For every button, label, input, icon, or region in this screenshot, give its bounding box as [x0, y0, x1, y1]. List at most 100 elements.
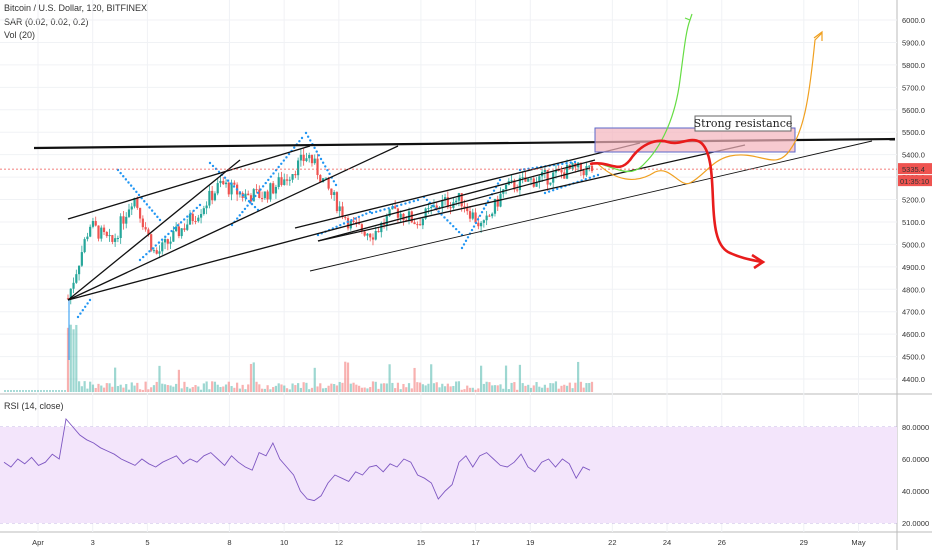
volume-bar [321, 388, 325, 392]
volume-bar [175, 383, 178, 392]
candle-body [305, 158, 308, 162]
volume-bar [432, 383, 436, 392]
candle-body [396, 208, 400, 218]
sar-dot [592, 175, 596, 178]
annotation-box [694, 115, 792, 132]
sar-dot [267, 178, 270, 182]
candle-body [524, 177, 527, 182]
candle-body [546, 170, 549, 185]
candle-body [338, 206, 341, 212]
sar-dot [129, 184, 133, 187]
volume-bar [571, 388, 574, 392]
candle-body [72, 282, 75, 289]
candle-body [488, 215, 491, 217]
candle-body [211, 190, 214, 201]
volume-bar [216, 384, 219, 392]
candle-body [482, 220, 485, 223]
sar-dot [498, 178, 502, 182]
sar-dot [243, 207, 247, 211]
volume-bar [338, 381, 341, 392]
sar-dot [183, 218, 186, 221]
volume-bar [385, 383, 388, 392]
volume-bar [127, 389, 131, 392]
price-tick-label: 5400.0 [902, 151, 925, 160]
candle-body [333, 192, 336, 195]
candle-body [513, 180, 516, 190]
volume-bar [419, 382, 422, 392]
candle-body [122, 216, 125, 224]
volume-bar [349, 383, 352, 392]
volume-bar [549, 383, 552, 392]
volume-bar [28, 390, 30, 392]
candle-body [402, 213, 405, 221]
volume-bar [463, 389, 466, 392]
volume-bar [150, 387, 153, 392]
sar-dot [148, 250, 151, 253]
candle-body [590, 165, 594, 172]
volume-bar [191, 387, 194, 392]
time-tick-label: 24 [663, 538, 671, 547]
volume-bar [183, 381, 186, 392]
candle-body [255, 189, 258, 191]
volume-bar [61, 390, 63, 392]
sar-dot [124, 178, 128, 181]
sar-dot [584, 177, 587, 181]
time-tick-label: 12 [335, 538, 343, 547]
volume-bar [19, 390, 21, 392]
candle-body [127, 209, 131, 217]
volume-bar [230, 386, 233, 392]
price-tick-label: 5100.0 [902, 218, 925, 227]
candle-body [205, 205, 208, 209]
volume-bar [197, 386, 200, 392]
volume-bar [560, 385, 563, 392]
candle-body [161, 242, 164, 252]
candle-body [474, 212, 477, 223]
sar-dot [561, 162, 564, 166]
volume-bar [294, 385, 297, 392]
time-tick-label: 5 [145, 538, 149, 547]
candle-body [335, 192, 339, 212]
sar-dot [156, 215, 159, 219]
candle-body [435, 205, 438, 209]
price-tag-value: 5335.4 [902, 165, 925, 174]
volume-bar [144, 381, 147, 392]
volume-bar [72, 329, 75, 392]
volume-bar [274, 385, 278, 392]
candle-body [297, 160, 300, 176]
volume-bar [75, 324, 78, 392]
volume-bar [147, 389, 150, 392]
volume-bar [86, 388, 89, 392]
time-tick-label: 19 [526, 538, 534, 547]
wedge-mid-line [67, 159, 241, 301]
volume-bar [152, 385, 156, 392]
candle-body [419, 224, 422, 226]
volume-bar [510, 382, 513, 392]
candle-body [427, 208, 430, 210]
sar-dot [317, 154, 321, 157]
candle-body [272, 183, 275, 194]
sar-dot [315, 150, 318, 153]
sar-dot [208, 161, 212, 165]
volume-bar [363, 387, 366, 392]
candle-body [421, 218, 424, 226]
sar-dot [164, 235, 167, 239]
candle-body [399, 213, 402, 218]
candle-body [460, 193, 463, 207]
candle-body [97, 225, 100, 239]
volume-bar [299, 387, 302, 392]
candle-body [446, 197, 449, 208]
sar-dot [547, 190, 551, 193]
sar-dot [287, 152, 291, 156]
candle-body [125, 216, 128, 224]
time-tick-label: 10 [280, 538, 288, 547]
channel-lower-line [317, 144, 746, 242]
volume-bar [158, 365, 161, 392]
candle-body [269, 183, 272, 200]
candle-body [516, 189, 519, 191]
sar-dot [282, 159, 286, 162]
candle-body [529, 178, 533, 180]
sar-dot [480, 211, 484, 214]
candle-body [466, 207, 469, 212]
volume-bar [227, 381, 230, 392]
